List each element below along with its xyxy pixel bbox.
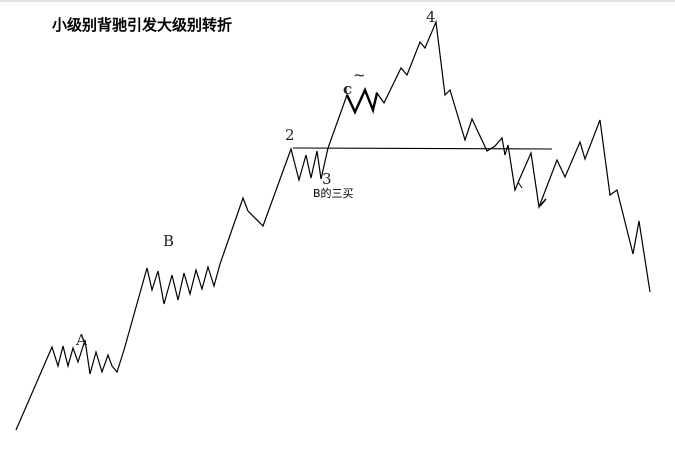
price-path: [15, 19, 651, 431]
label-3: 3: [322, 170, 332, 188]
tick-mark: [539, 198, 547, 207]
label-b-third-buy: B的三买: [313, 186, 354, 200]
label-b: B: [163, 232, 174, 250]
label-4: 4: [426, 8, 436, 26]
horizontal-level-line: [292, 147, 553, 150]
top-border: [0, 0, 675, 2]
c-wave-segment: [345, 86, 379, 115]
diagram-title: 小级别背驰引发大级别转折: [52, 16, 233, 34]
tick-mark: [517, 181, 523, 189]
label-c: c: [343, 80, 352, 98]
label-a: A: [75, 331, 87, 349]
label-tilde: ~: [353, 66, 366, 84]
label-2: 2: [285, 126, 295, 144]
